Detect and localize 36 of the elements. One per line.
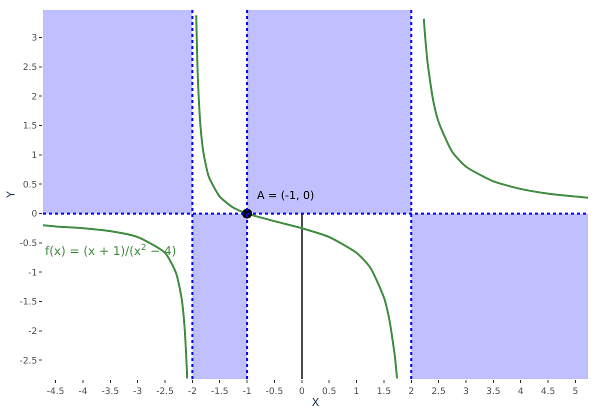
x-tick-label: 2 <box>408 386 414 397</box>
x-tick-label: 3 <box>463 386 469 397</box>
x-tick-label: 5 <box>572 386 578 397</box>
annotation: A = (-1, 0) <box>257 189 314 202</box>
x-tick-label: 0 <box>298 386 305 397</box>
x-tick-label: -4.5 <box>46 386 64 397</box>
y-tick-label: -1 <box>28 268 38 278</box>
y-tick-label: -2.5 <box>20 356 38 366</box>
y-tick-label: 0 <box>31 210 38 220</box>
y-tick-label: -0.5 <box>20 239 38 250</box>
y-tick-label: 0.5 <box>22 180 38 190</box>
y-tick-label: 2 <box>31 92 38 102</box>
y-tick-label: 1 <box>31 151 38 162</box>
x-axis-title: X <box>312 396 320 409</box>
y-tick-label: -1.5 <box>20 298 38 308</box>
x-tick-label: -2.5 <box>156 386 174 397</box>
x-tick-label: -2 <box>188 386 197 397</box>
x-tick-label: 1.5 <box>376 386 392 397</box>
x-tick-label: -4 <box>78 386 88 397</box>
x-tick-label: 4 <box>518 386 524 397</box>
x-tick-label: -1.5 <box>210 386 229 397</box>
x-tick-label: 0.5 <box>322 386 336 397</box>
annotation: f(x) = (x + 1)/(x$^{2}$ − 4) <box>45 242 176 258</box>
x-tick-label: -3.5 <box>102 386 120 397</box>
x-tick-label: 1 <box>354 386 360 397</box>
y-axis-title: Y <box>4 190 18 199</box>
y-tick-label: 2.5 <box>22 63 38 74</box>
x-tick-label: 3.5 <box>486 386 501 397</box>
y-tick-label: 3 <box>31 34 38 44</box>
x-tick-label: -1 <box>242 386 252 397</box>
x-tick-label: -0.5 <box>266 386 284 397</box>
y-tick-label: -2 <box>28 327 38 338</box>
x-tick-label: 4.5 <box>540 386 556 397</box>
x-tick-label: 2.5 <box>431 386 446 397</box>
x-tick-label: -3 <box>133 386 142 397</box>
y-tick-label: 1.5 <box>22 122 38 132</box>
